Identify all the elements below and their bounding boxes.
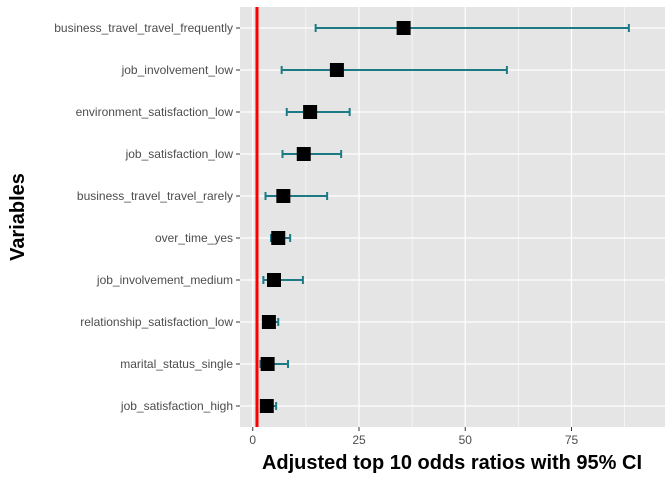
y-tick-labels: business_travel_travel_frequently job_inv…	[54, 21, 233, 413]
plot-panel	[240, 7, 665, 427]
y-ticks	[236, 27, 240, 407]
x-axis-title: Adjusted top 10 odds ratios with 95% CI	[262, 452, 642, 474]
error-bar	[280, 66, 508, 74]
estimate-point	[267, 273, 281, 287]
estimate-point	[396, 21, 411, 35]
y-tick-label: marital_status_single	[120, 357, 233, 371]
y-tick-label: business_travel_travel_rarely	[77, 189, 233, 203]
x-tick-label: 50	[459, 433, 473, 447]
y-axis-title: Variables	[7, 173, 29, 261]
error-bar	[314, 24, 630, 32]
estimate-point	[303, 105, 318, 119]
estimate-point	[260, 357, 275, 371]
y-tick-label: environment_satisfaction_low	[76, 105, 234, 119]
x-tick-label: 75	[565, 433, 579, 447]
x-ticks	[252, 427, 572, 431]
estimate-point	[271, 231, 286, 245]
estimate-point	[296, 147, 311, 161]
x-tick-labels: 0 25 50 75	[249, 433, 578, 447]
estimate-point	[261, 315, 276, 329]
y-tick-label: business_travel_travel_frequently	[54, 21, 233, 35]
y-tick-label: job_involvement_medium	[96, 273, 233, 287]
error-bar	[285, 108, 351, 116]
y-tick-label: relationship_satisfaction_low	[80, 315, 233, 329]
error-bar	[264, 192, 329, 200]
y-tick-label: job_satisfaction_high	[120, 399, 233, 413]
error-bars	[259, 24, 630, 410]
estimate-point	[259, 399, 274, 413]
y-tick-label: job_involvement_low	[121, 63, 234, 77]
x-tick-label: 25	[352, 433, 366, 447]
y-tick-label: over_time_yes	[155, 231, 233, 245]
estimate-point	[329, 63, 344, 77]
y-tick-label: job_satisfaction_low	[125, 147, 234, 161]
estimate-points	[259, 21, 411, 413]
x-tick-label: 0	[249, 433, 256, 447]
estimate-point	[276, 189, 291, 203]
error-bar	[281, 150, 343, 158]
